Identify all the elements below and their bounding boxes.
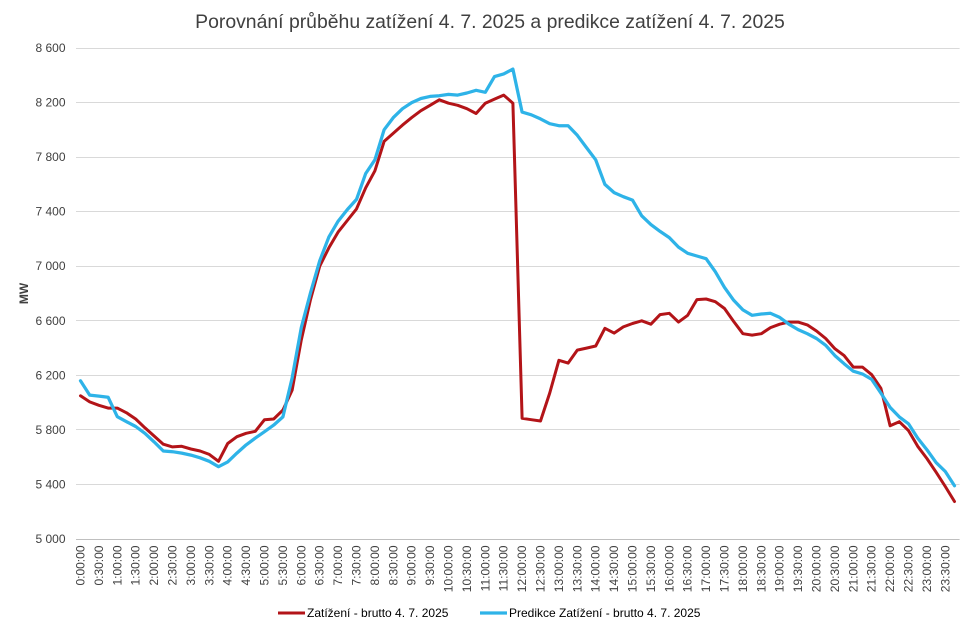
svg-text:12:00:00: 12:00:00 (515, 545, 529, 592)
svg-text:5 800: 5 800 (35, 423, 65, 437)
svg-text:5 000: 5 000 (35, 532, 65, 546)
svg-text:5:30:00: 5:30:00 (276, 545, 290, 585)
svg-text:Porovnání průběhu zatížení 4.: Porovnání průběhu zatížení 4. 7. 2025 a … (195, 11, 785, 33)
svg-text:13:00:00: 13:00:00 (552, 545, 566, 592)
svg-text:23:30:00: 23:30:00 (938, 545, 952, 592)
svg-text:17:00:00: 17:00:00 (699, 545, 713, 592)
svg-text:21:00:00: 21:00:00 (846, 545, 860, 592)
svg-text:4:00:00: 4:00:00 (221, 545, 235, 585)
svg-text:6 600: 6 600 (35, 314, 65, 328)
svg-text:7:30:00: 7:30:00 (350, 545, 364, 585)
svg-text:5:00:00: 5:00:00 (258, 545, 272, 585)
svg-text:18:00:00: 18:00:00 (736, 545, 750, 592)
svg-text:15:00:00: 15:00:00 (626, 545, 640, 592)
svg-text:22:00:00: 22:00:00 (883, 545, 897, 592)
svg-text:9:30:00: 9:30:00 (423, 545, 437, 585)
svg-text:22:30:00: 22:30:00 (902, 545, 916, 592)
svg-text:1:30:00: 1:30:00 (129, 545, 143, 585)
svg-text:7 000: 7 000 (35, 259, 65, 273)
svg-text:8:30:00: 8:30:00 (386, 545, 400, 585)
svg-text:6 200: 6 200 (35, 368, 65, 382)
svg-text:20:30:00: 20:30:00 (828, 545, 842, 592)
svg-text:7:00:00: 7:00:00 (331, 545, 345, 585)
svg-text:5 400: 5 400 (35, 477, 65, 491)
svg-text:14:00:00: 14:00:00 (589, 545, 603, 592)
svg-text:10:30:00: 10:30:00 (460, 545, 474, 592)
svg-text:3:30:00: 3:30:00 (202, 545, 216, 585)
svg-text:23:00:00: 23:00:00 (920, 545, 934, 592)
svg-text:19:30:00: 19:30:00 (791, 545, 805, 592)
svg-text:3:00:00: 3:00:00 (184, 545, 198, 585)
svg-text:7 800: 7 800 (35, 150, 65, 164)
svg-text:2:00:00: 2:00:00 (147, 545, 161, 585)
svg-text:13:30:00: 13:30:00 (570, 545, 584, 592)
svg-text:21:30:00: 21:30:00 (865, 545, 879, 592)
svg-text:20:00:00: 20:00:00 (810, 545, 824, 592)
svg-text:0:00:00: 0:00:00 (74, 545, 88, 585)
svg-text:9:00:00: 9:00:00 (405, 545, 419, 585)
svg-text:12:30:00: 12:30:00 (534, 545, 548, 592)
svg-text:8 600: 8 600 (35, 41, 65, 55)
svg-text:Predikce Zatížení - brutto 4.: Predikce Zatížení - brutto 4. 7. 2025 (509, 606, 701, 620)
svg-text:1:00:00: 1:00:00 (110, 545, 124, 585)
svg-text:0:30:00: 0:30:00 (92, 545, 106, 585)
svg-text:MW: MW (17, 282, 31, 304)
svg-text:16:00:00: 16:00:00 (662, 545, 676, 592)
svg-text:4:30:00: 4:30:00 (239, 545, 253, 585)
svg-text:2:30:00: 2:30:00 (166, 545, 180, 585)
svg-text:18:30:00: 18:30:00 (754, 545, 768, 592)
svg-text:11:30:00: 11:30:00 (497, 545, 511, 591)
svg-text:Zatížení - brutto 4. 7. 2025: Zatížení - brutto 4. 7. 2025 (307, 606, 449, 620)
svg-text:17:30:00: 17:30:00 (718, 545, 732, 592)
svg-text:10:00:00: 10:00:00 (442, 545, 456, 592)
svg-text:16:30:00: 16:30:00 (681, 545, 695, 592)
svg-text:8 200: 8 200 (35, 96, 65, 110)
svg-text:14:30:00: 14:30:00 (607, 545, 621, 592)
svg-text:19:00:00: 19:00:00 (773, 545, 787, 592)
svg-text:15:30:00: 15:30:00 (644, 545, 658, 592)
svg-text:6:30:00: 6:30:00 (313, 545, 327, 585)
svg-text:8:00:00: 8:00:00 (368, 545, 382, 585)
svg-text:7 400: 7 400 (35, 205, 65, 219)
svg-text:6:00:00: 6:00:00 (294, 545, 308, 585)
svg-text:11:00:00: 11:00:00 (478, 545, 492, 591)
